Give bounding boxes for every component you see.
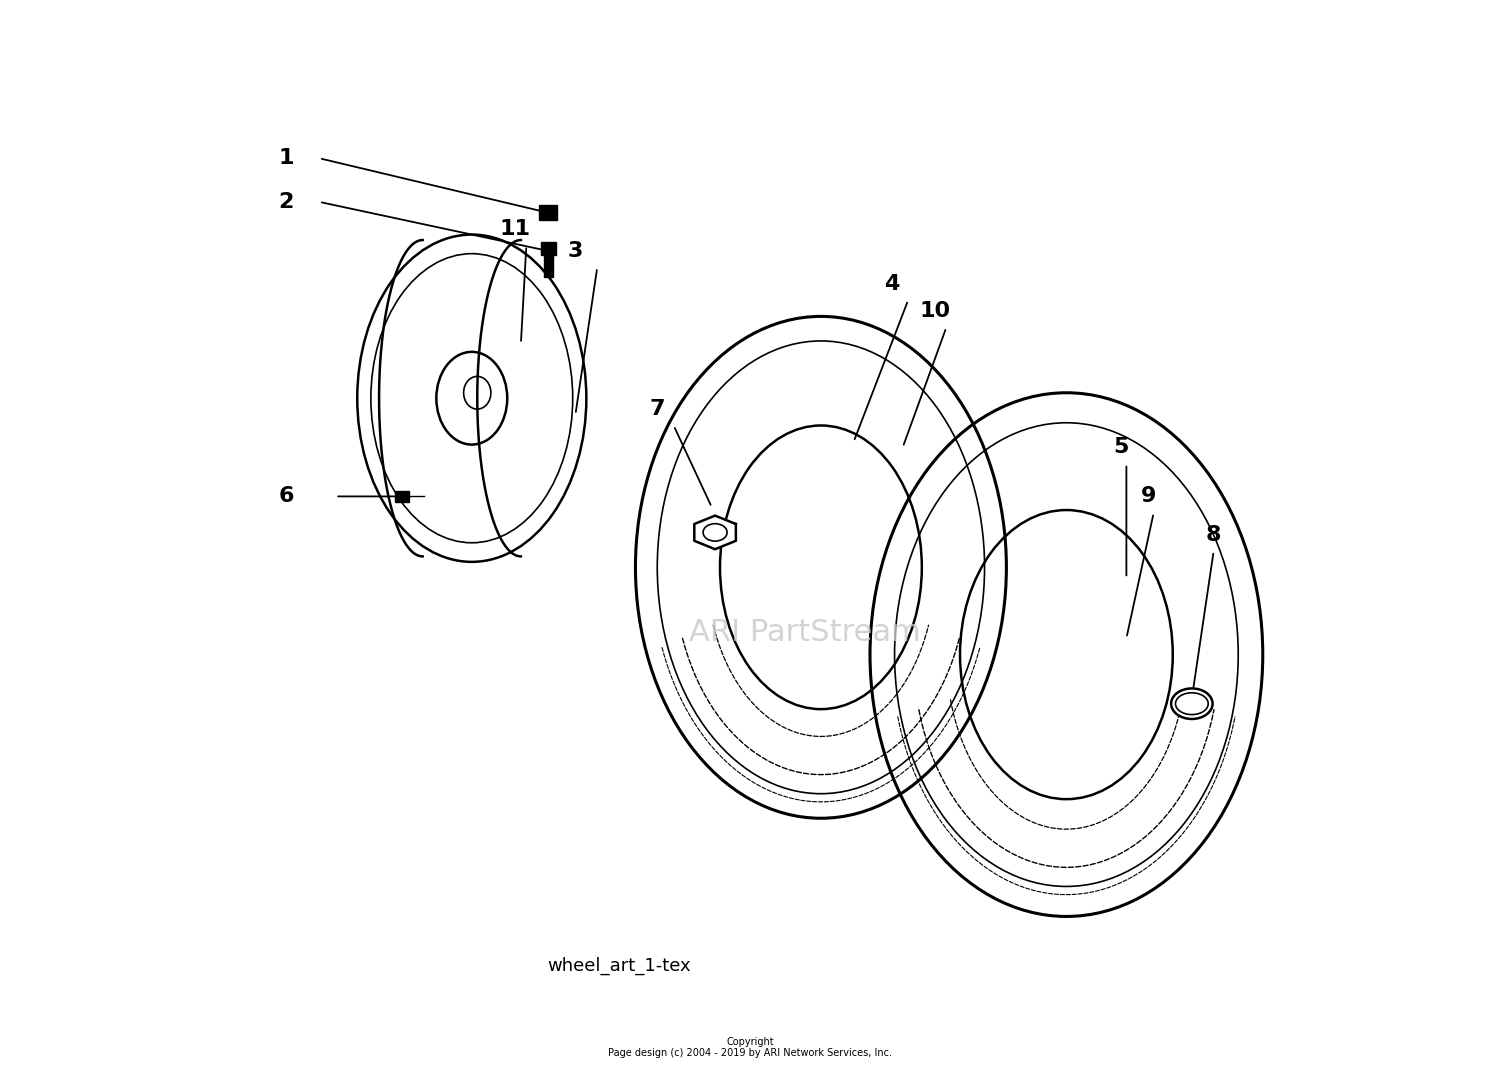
Text: 9: 9	[1140, 487, 1156, 506]
Text: 6: 6	[279, 487, 294, 506]
Text: 2: 2	[279, 192, 294, 212]
Text: wheel_art_1-tex: wheel_art_1-tex	[548, 957, 692, 974]
Text: 3: 3	[568, 241, 584, 261]
Ellipse shape	[1172, 688, 1212, 719]
Text: 5: 5	[1113, 437, 1128, 457]
Text: 11: 11	[500, 219, 531, 239]
Text: 8: 8	[1206, 525, 1221, 544]
Text: ARI PartStream: ARI PartStream	[688, 619, 921, 647]
Bar	[540, 205, 556, 220]
Bar	[396, 491, 408, 502]
Text: 10: 10	[920, 301, 951, 321]
Text: 7: 7	[650, 399, 664, 419]
Polygon shape	[694, 516, 736, 549]
Text: 4: 4	[884, 274, 900, 293]
Text: 1: 1	[279, 148, 294, 168]
Text: Copyright
Page design (c) 2004 - 2019 by ARI Network Services, Inc.: Copyright Page design (c) 2004 - 2019 by…	[608, 1036, 892, 1058]
Bar	[540, 242, 556, 255]
Bar	[544, 253, 552, 277]
